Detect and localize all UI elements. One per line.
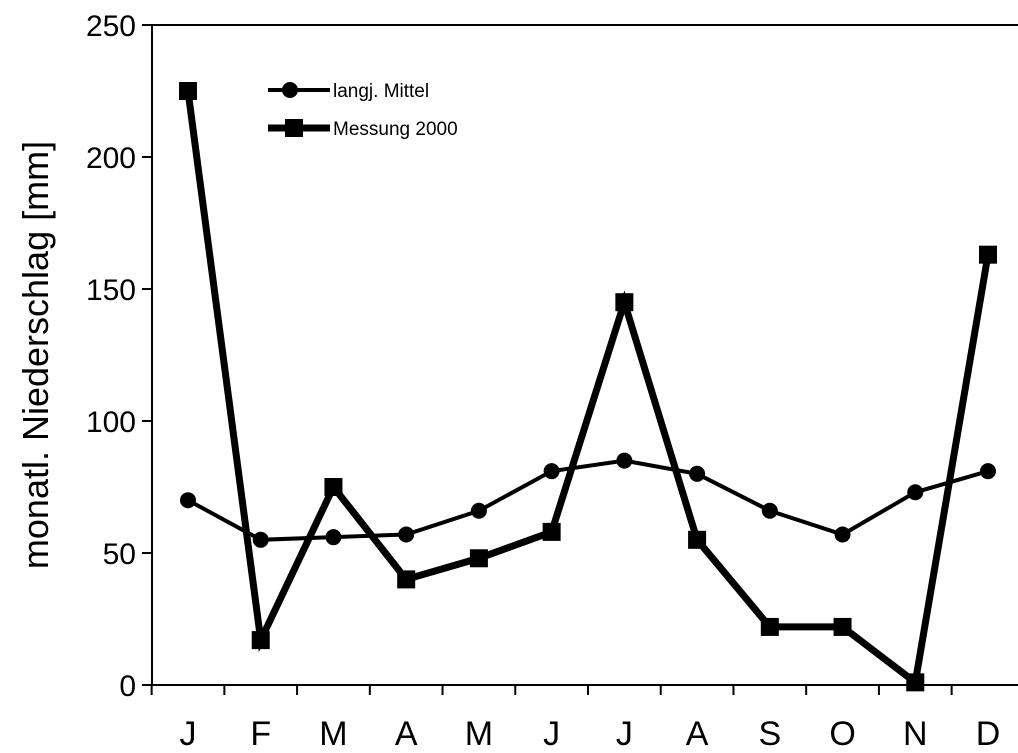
- x-tick-label: S: [758, 715, 781, 753]
- x-tick-label: D: [976, 715, 1001, 753]
- x-tick-label: N: [903, 715, 928, 753]
- x-tick-label: M: [319, 715, 347, 753]
- x-tick-label: O: [829, 715, 855, 753]
- x-tick-label: J: [180, 715, 197, 753]
- legend-marker-messung: [285, 119, 303, 137]
- data-point-circle: [325, 529, 342, 546]
- data-point-square: [688, 530, 707, 549]
- series-layer: [179, 82, 997, 692]
- data-point-circle: [761, 502, 778, 519]
- data-point-square: [324, 478, 343, 496]
- legend: langj. Mittel Messung 2000: [268, 81, 458, 140]
- y-tick-label: 100: [86, 406, 136, 439]
- axes: [151, 24, 1018, 686]
- y-axis-ticks: 0 50 100 150 200 250: [86, 10, 152, 703]
- data-point-square: [760, 617, 779, 636]
- data-point-square: [397, 570, 416, 589]
- legend-label-mittel: langj. Mittel: [333, 81, 429, 102]
- data-point-square: [979, 245, 997, 264]
- x-tick-label: A: [395, 715, 418, 753]
- y-tick-label: 150: [86, 274, 136, 307]
- x-tick-label: J: [616, 715, 633, 753]
- data-point-circle: [252, 531, 269, 548]
- legend-label-messung: Messung 2000: [333, 119, 458, 140]
- data-point-circle: [689, 465, 706, 482]
- x-tick-label: J: [543, 715, 560, 753]
- data-point-square: [179, 82, 197, 100]
- data-point-circle: [398, 526, 415, 543]
- legend-marker-mittel: [282, 82, 298, 98]
- y-tick-label: 200: [86, 142, 136, 175]
- data-point-square: [906, 673, 925, 692]
- data-point-circle: [180, 492, 196, 509]
- data-point-square: [542, 522, 561, 541]
- x-tick-label: F: [250, 715, 271, 753]
- data-point-square: [469, 549, 488, 568]
- y-axis-title: monatl. Niederschlag [mm]: [15, 141, 56, 569]
- data-point-circle: [543, 463, 560, 480]
- data-point-circle: [470, 502, 487, 519]
- data-point-circle: [907, 484, 924, 501]
- x-tick-label: M: [465, 715, 493, 753]
- x-tick-label: A: [686, 715, 709, 753]
- y-tick-label: 0: [119, 670, 136, 703]
- data-point-square: [251, 631, 270, 650]
- data-point-square: [615, 293, 634, 312]
- data-point-circle: [616, 452, 633, 469]
- data-point-circle: [980, 463, 996, 480]
- y-tick-label: 50: [103, 538, 136, 571]
- series-line: [184, 90, 992, 689]
- data-point-square: [833, 617, 852, 636]
- series-line: [187, 458, 989, 542]
- data-point-circle: [834, 526, 851, 543]
- series-1: [179, 82, 997, 692]
- y-tick-label: 250: [86, 10, 136, 43]
- series-0: [180, 452, 996, 548]
